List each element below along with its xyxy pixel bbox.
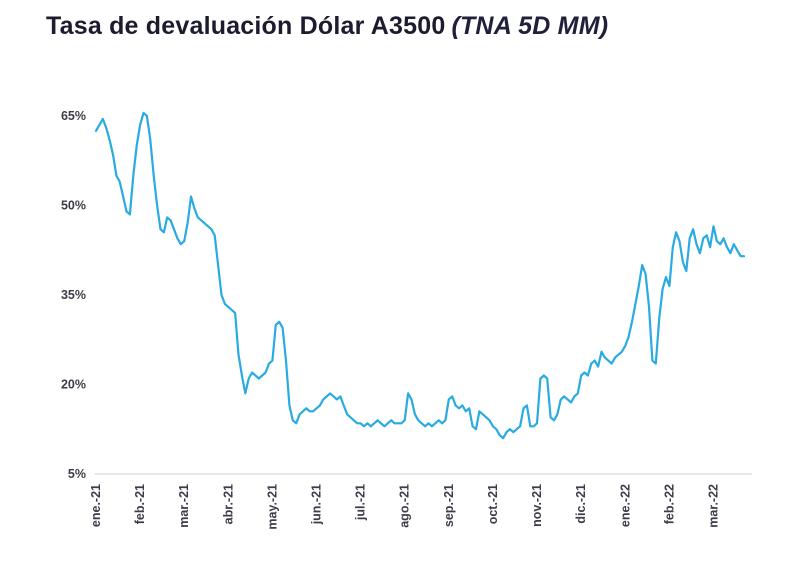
x-axis-tick-label: may.-21 bbox=[265, 484, 279, 530]
x-axis-tick-label: nov.-21 bbox=[530, 484, 544, 527]
y-axis-tick-label: 65% bbox=[61, 109, 86, 123]
devaluation-line-chart: 5% 20% 35% 50% 65% ene.-21 feb.-21 mar.-21 abr.-… bbox=[42, 78, 758, 561]
x-axis-tick-label: mar.-21 bbox=[177, 484, 191, 528]
chart-canvas: 5% 20% 35% 50% 65% ene.-21 feb.-21 mar.-21 abr.-… bbox=[61, 109, 752, 530]
x-axis-tick-label: abr.-21 bbox=[221, 484, 235, 524]
y-axis-tick-label: 5% bbox=[68, 467, 86, 481]
x-axis-tick-label: ene.-21 bbox=[89, 484, 103, 527]
x-axis-tick-label: oct.-21 bbox=[486, 484, 500, 524]
chart-title-main: Tasa de devaluación Dólar A3500 bbox=[46, 12, 446, 40]
x-axis-tick-label: sep.-21 bbox=[442, 484, 456, 527]
y-axis-tick-label: 50% bbox=[61, 198, 86, 212]
x-axis-tick-label: ene.-22 bbox=[618, 484, 632, 527]
chart-title-subtitle: (TNA 5D MM) bbox=[451, 12, 609, 40]
x-axis-tick-label: ago.-21 bbox=[398, 484, 412, 528]
x-axis-tick-label: feb.-21 bbox=[133, 484, 147, 524]
y-axis-tick-label: 35% bbox=[61, 288, 86, 302]
chart-title: Tasa de devaluación Dólar A3500 (TNA 5D M… bbox=[46, 12, 608, 41]
x-axis-tick-label: dic.-21 bbox=[574, 484, 588, 524]
x-axis-tick-label: mar.-22 bbox=[706, 484, 720, 528]
x-axis-tick-label: feb.-22 bbox=[662, 484, 676, 524]
y-axis-tick-label: 20% bbox=[61, 377, 86, 391]
x-axis-tick-label: jul.-21 bbox=[354, 484, 368, 521]
series-line-tna-5d-mm bbox=[94, 111, 746, 440]
x-axis-tick-label: jun.-21 bbox=[310, 484, 324, 525]
